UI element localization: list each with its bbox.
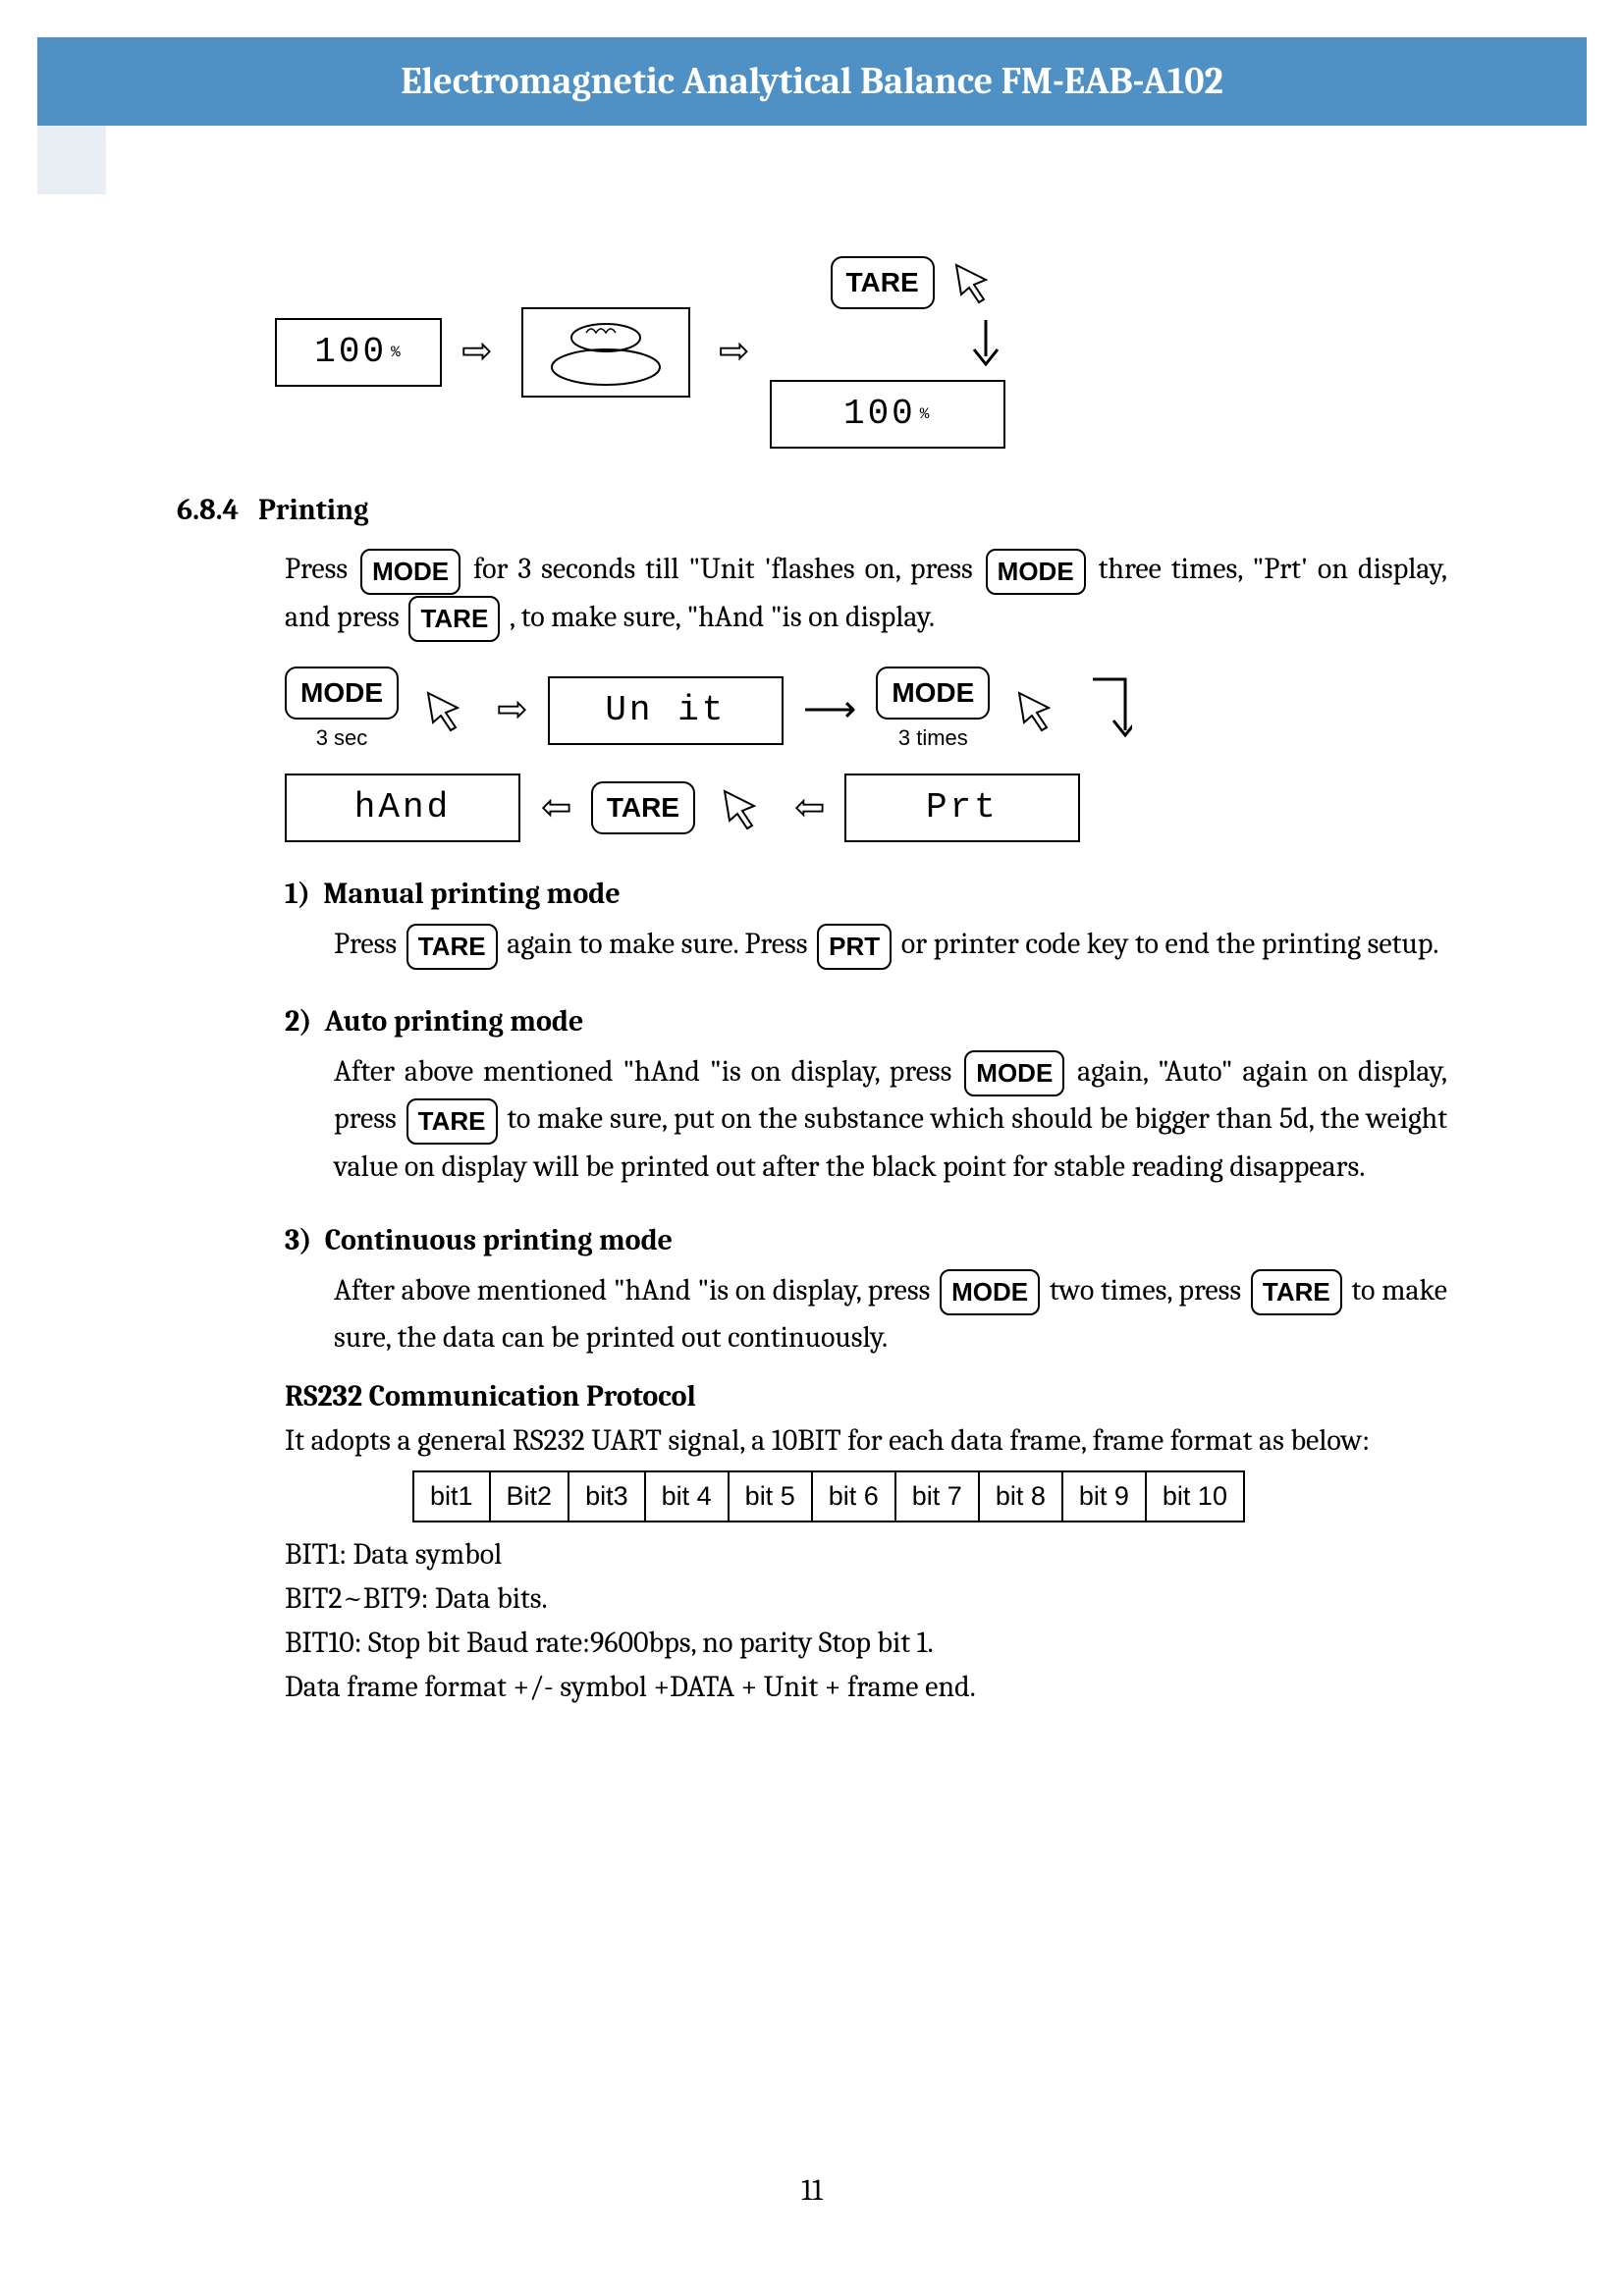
lcd-unit: %: [391, 341, 403, 364]
text: or printer code key to end the printing …: [901, 927, 1439, 961]
click-cursor-icon: [418, 683, 477, 737]
mode-button-inline: MODE: [360, 549, 460, 595]
bit-cell: bit3: [568, 1471, 645, 1522]
text: , to make sure, "hAnd "is on display.: [510, 600, 935, 634]
arrow-right-icon: ⇨: [461, 324, 493, 380]
list-title: Continuous printing mode: [325, 1223, 673, 1257]
continuous-printing-heading: 3) Continuous printing mode: [285, 1218, 1447, 1262]
page-content: 100% ⇨ ⇨ TARE: [177, 196, 1447, 1709]
click-cursor-icon: [715, 781, 774, 835]
section-heading: 6.8.4 Printing: [177, 488, 1447, 532]
click-cursor-icon: [1009, 683, 1068, 737]
arrow-right-icon: ⇨: [719, 324, 750, 380]
bit-cell: bit 6: [812, 1471, 895, 1522]
diagram-tare-flow: 100% ⇨ ⇨ TARE: [275, 255, 1447, 449]
bit-frame-table: bit1 Bit2 bit3 bit 4 bit 5 bit 6 bit 7 b…: [412, 1470, 1245, 1522]
diagram-mode-flow: MODE 3 sec ⇨ Un it ⟶ MODE 3 times hAnd ⇨…: [285, 667, 1447, 842]
section-number: 6.8.4: [177, 493, 239, 527]
lcd-unit-display: Un it: [548, 676, 784, 745]
rs232-title: RS232 Communication Protocol: [285, 1374, 1447, 1418]
tare-button-illustration: TARE: [831, 256, 935, 309]
step-sublabel: 3 sec: [316, 721, 368, 754]
bit-cell: bit 9: [1062, 1471, 1146, 1522]
click-cursor-icon: [947, 255, 1005, 309]
mode-button-illustration: MODE: [285, 667, 399, 720]
manual-printing-heading: 1) Manual printing mode: [285, 872, 1447, 916]
prt-button-inline: PRT: [817, 924, 892, 970]
list-number: 3): [285, 1223, 311, 1257]
list-title: Auto printing mode: [325, 1004, 584, 1039]
text: two times, press: [1050, 1273, 1241, 1308]
auto-printing-text: After above mentioned "hAnd "is on displ…: [334, 1049, 1447, 1189]
bit-cell: Bit2: [490, 1471, 569, 1522]
bit-cell: bit 8: [979, 1471, 1062, 1522]
bit-cell: bit 5: [729, 1471, 812, 1522]
rs232-bit29-desc: BIT2~BIT9: Data bits.: [285, 1576, 1447, 1621]
mode-button-inline: MODE: [986, 549, 1086, 595]
text: Press: [285, 552, 348, 586]
printing-intro-paragraph: Press MODE for 3 seconds till "Unit 'fla…: [285, 547, 1447, 642]
page-header: Electromagnetic Analytical Balance FM-EA…: [37, 37, 1587, 126]
rs232-section: RS232 Communication Protocol It adopts a…: [285, 1374, 1447, 1709]
step-sublabel: 3 times: [898, 721, 968, 754]
text: for 3 seconds till "Unit 'flashes on, pr…: [473, 552, 973, 586]
side-accent: [37, 126, 106, 194]
lcd-unit: %: [920, 402, 932, 426]
arrow-left-icon: ⇨: [540, 780, 571, 836]
tare-button-inline: TARE: [406, 1098, 498, 1145]
tare-button-inline: TARE: [408, 596, 500, 642]
manual-printing-text: Press TARE again to make sure. Press PRT…: [334, 922, 1447, 970]
arrow-right-icon: ⟶: [803, 682, 856, 738]
page-number: 11: [0, 2173, 1624, 2208]
bit-cell: bit1: [413, 1471, 490, 1522]
bit-cell: bit 4: [645, 1471, 729, 1522]
arrow-corner-down-icon: [1088, 671, 1132, 750]
mode-button-inline: MODE: [940, 1269, 1040, 1315]
text: to make sure, put on the substance which…: [334, 1101, 1447, 1184]
mode-button-illustration: MODE: [876, 667, 990, 720]
rs232-intro: It adopts a general RS232 UART signal, a…: [285, 1418, 1447, 1463]
header-title: Electromagnetic Analytical Balance FM-EA…: [401, 60, 1223, 103]
weighing-tray-illustration: [513, 298, 699, 406]
step-mode-3times: MODE 3 times: [876, 667, 990, 754]
arrow-right-icon: ⇨: [497, 682, 528, 738]
list-number: 2): [285, 1004, 311, 1039]
step-mode-3sec: MODE 3 sec: [285, 667, 399, 754]
arrow-left-icon: ⇨: [793, 780, 825, 836]
rs232-bit1-desc: BIT1: Data symbol: [285, 1532, 1447, 1576]
tare-button-inline: TARE: [1251, 1269, 1342, 1315]
list-title: Manual printing mode: [323, 877, 621, 911]
bit-cell: bit 10: [1146, 1471, 1244, 1522]
lcd-value: 100: [314, 326, 387, 379]
auto-printing-heading: 2) Auto printing mode: [285, 999, 1447, 1043]
continuous-printing-text: After above mentioned "hAnd "is on displ…: [334, 1268, 1447, 1361]
lcd-prt-display: Prt: [844, 774, 1080, 842]
text: After above mentioned "hAnd "is on displ…: [334, 1054, 951, 1089]
tare-button-inline: TARE: [406, 924, 498, 970]
mode-button-inline: MODE: [964, 1050, 1064, 1096]
lcd-result-reading: 100%: [770, 380, 1005, 449]
tare-button-illustration: TARE: [591, 781, 695, 834]
arrow-down-icon: [966, 315, 1005, 374]
text: Press: [334, 927, 397, 961]
section-title: Printing: [258, 493, 368, 527]
text: After above mentioned "hAnd "is on displ…: [334, 1273, 930, 1308]
bit-cell: bit 7: [895, 1471, 979, 1522]
lcd-initial-reading: 100%: [275, 318, 442, 387]
rs232-frame-format: Data frame format +/- symbol +DATA + Uni…: [285, 1665, 1447, 1709]
list-number: 1): [285, 877, 310, 911]
text: again to make sure. Press: [507, 927, 807, 961]
lcd-value: 100: [843, 388, 916, 441]
lcd-hand-display: hAnd: [285, 774, 520, 842]
rs232-bit10-desc: BIT10: Stop bit Baud rate:9600bps, no pa…: [285, 1621, 1447, 1665]
